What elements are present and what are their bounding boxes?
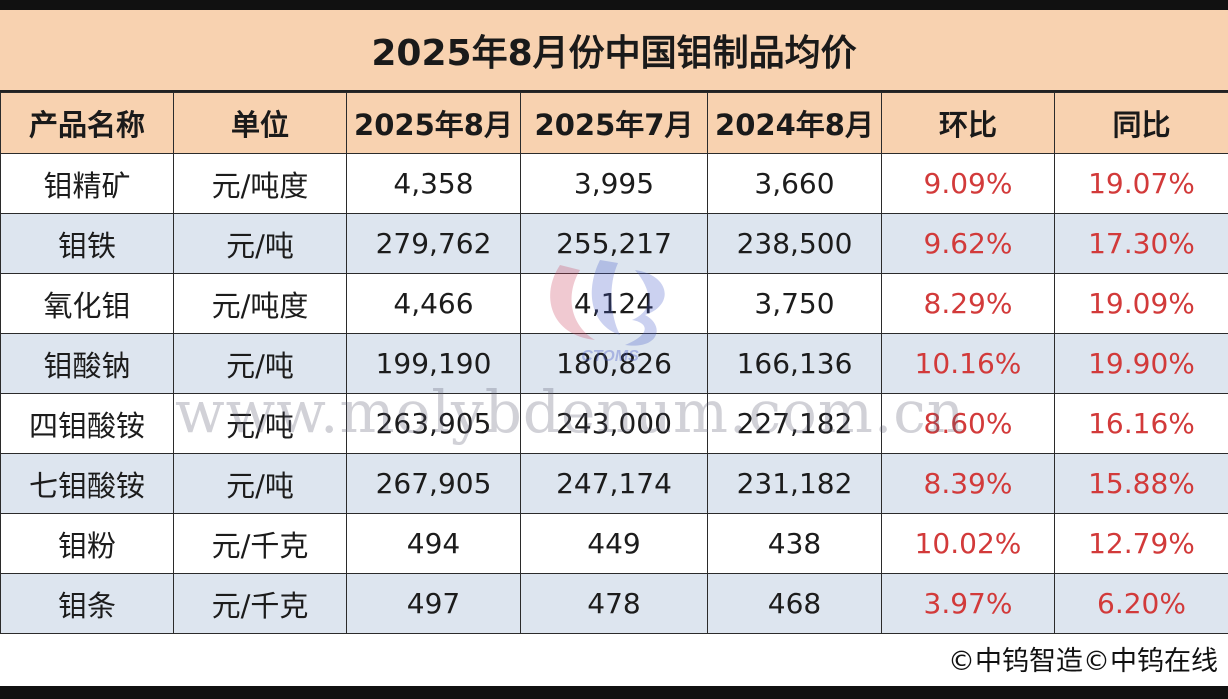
- col-header-unit: 单位: [173, 92, 347, 154]
- cell-unit: 元/吨: [173, 213, 347, 274]
- cell-mom: 9.09%: [881, 153, 1055, 214]
- cell-mom: 10.02%: [881, 513, 1055, 574]
- cell-product: 钼精矿: [0, 153, 174, 214]
- table-row: 七钼酸铵 元/吨 267,905 247,174 231,182 8.39% 15.88%: [0, 453, 1228, 514]
- cell-jul2025: 4,124: [520, 273, 708, 334]
- cell-aug2025: 494: [346, 513, 521, 574]
- cell-jul2025: 180,826: [520, 333, 708, 394]
- cell-aug2024: 438: [707, 513, 882, 574]
- cell-mom: 8.29%: [881, 273, 1055, 334]
- cell-product: 钼粉: [0, 513, 174, 574]
- table-title: 2025年8月份中国钼制品均价: [0, 10, 1228, 92]
- table-row: 钼粉 元/千克 494 449 438 10.02% 12.79%: [0, 513, 1228, 574]
- table-panel: 2025年8月份中国钼制品均价 产品名称 单位 2025年8月 2025年7月 …: [0, 10, 1228, 686]
- cell-product: 七钼酸铵: [0, 453, 174, 514]
- cell-jul2025: 255,217: [520, 213, 708, 274]
- table-row: 四钼酸铵 元/吨 263,905 243,000 227,182 8.60% 16.16%: [0, 393, 1228, 454]
- cell-yoy: 17.30%: [1054, 213, 1228, 274]
- cell-unit: 元/吨: [173, 453, 347, 514]
- cell-mom: 9.62%: [881, 213, 1055, 274]
- cell-aug2025: 497: [346, 573, 521, 634]
- col-header-aug2024: 2024年8月: [707, 92, 882, 154]
- cell-product: 钼铁: [0, 213, 174, 274]
- table-row: 钼铁 元/吨 279,762 255,217 238,500 9.62% 17.30%: [0, 213, 1228, 274]
- cell-mom: 8.60%: [881, 393, 1055, 454]
- table-row: 氧化钼 元/吨度 4,466 4,124 3,750 8.29% 19.09%: [0, 273, 1228, 334]
- col-header-jul2025: 2025年7月: [520, 92, 708, 154]
- cell-aug2025: 279,762: [346, 213, 521, 274]
- cell-aug2025: 4,466: [346, 273, 521, 334]
- col-header-aug2025: 2025年8月: [346, 92, 521, 154]
- cell-product: 钼酸钠: [0, 333, 174, 394]
- cell-yoy: 6.20%: [1054, 573, 1228, 634]
- cell-aug2024: 3,750: [707, 273, 882, 334]
- col-header-mom: 环比: [881, 92, 1055, 154]
- cell-unit: 元/吨度: [173, 153, 347, 214]
- cell-product: 四钼酸铵: [0, 393, 174, 454]
- cell-mom: 8.39%: [881, 453, 1055, 514]
- cell-unit: 元/吨: [173, 393, 347, 454]
- cell-jul2025: 478: [520, 573, 708, 634]
- cell-yoy: 19.90%: [1054, 333, 1228, 394]
- cell-aug2024: 238,500: [707, 213, 882, 274]
- cell-aug2024: 3,660: [707, 153, 882, 214]
- col-header-yoy: 同比: [1054, 92, 1228, 154]
- table-row: 钼酸钠 元/吨 199,190 180,826 166,136 10.16% 19.90%: [0, 333, 1228, 394]
- table-row: 钼精矿 元/吨度 4,358 3,995 3,660 9.09% 19.07%: [0, 153, 1228, 214]
- cell-aug2024: 231,182: [707, 453, 882, 514]
- cell-aug2024: 468: [707, 573, 882, 634]
- cell-aug2024: 166,136: [707, 333, 882, 394]
- cell-yoy: 16.16%: [1054, 393, 1228, 454]
- table-row: 钼条 元/千克 497 478 468 3.97% 6.20%: [0, 573, 1228, 634]
- cell-unit: 元/千克: [173, 513, 347, 574]
- cell-mom: 3.97%: [881, 573, 1055, 634]
- header-row: 产品名称 单位 2025年8月 2025年7月 2024年8月 环比 同比: [0, 92, 1228, 154]
- cell-aug2025: 267,905: [346, 453, 521, 514]
- cell-aug2025: 263,905: [346, 393, 521, 454]
- cell-yoy: 12.79%: [1054, 513, 1228, 574]
- cell-unit: 元/千克: [173, 573, 347, 634]
- price-table: 产品名称 单位 2025年8月 2025年7月 2024年8月 环比 同比 钼精…: [0, 92, 1228, 634]
- cell-jul2025: 243,000: [520, 393, 708, 454]
- cell-unit: 元/吨: [173, 333, 347, 394]
- cell-unit: 元/吨度: [173, 273, 347, 334]
- cell-mom: 10.16%: [881, 333, 1055, 394]
- cell-aug2024: 227,182: [707, 393, 882, 454]
- cell-aug2025: 4,358: [346, 153, 521, 214]
- cell-yoy: 19.09%: [1054, 273, 1228, 334]
- cell-jul2025: 3,995: [520, 153, 708, 214]
- cell-jul2025: 247,174: [520, 453, 708, 514]
- copyright-footer: ©中钨智造©中钨在线: [948, 646, 1218, 677]
- cell-yoy: 15.88%: [1054, 453, 1228, 514]
- cell-aug2025: 199,190: [346, 333, 521, 394]
- col-header-product: 产品名称: [0, 92, 174, 154]
- cell-product: 氧化钼: [0, 273, 174, 334]
- cell-product: 钼条: [0, 573, 174, 634]
- cell-jul2025: 449: [520, 513, 708, 574]
- cell-yoy: 19.07%: [1054, 153, 1228, 214]
